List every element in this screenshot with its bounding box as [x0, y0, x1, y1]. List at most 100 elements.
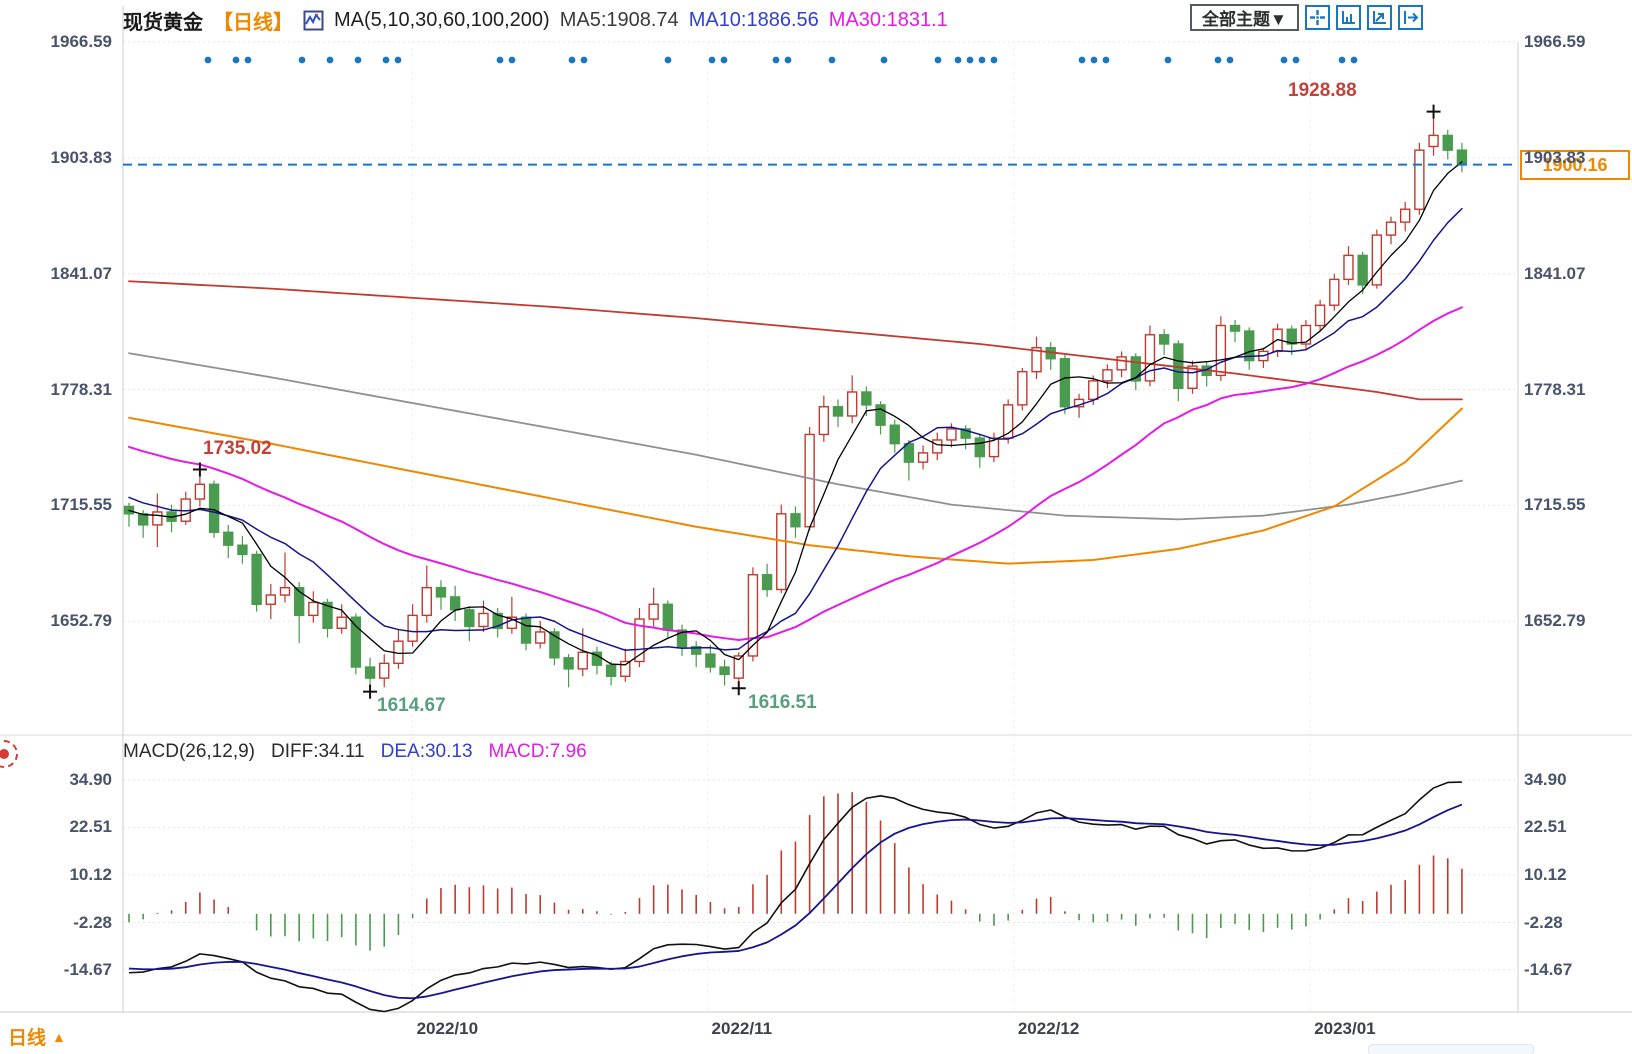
candle-body [974, 437, 985, 458]
candle-body [279, 586, 291, 596]
candle-body [407, 614, 418, 642]
candle-body [620, 660, 631, 677]
candle-body [1428, 134, 1439, 148]
ma-settings-label[interactable]: MA(5,10,30,60,100,200) [334, 9, 550, 31]
axis-bars-icon[interactable] [1335, 5, 1361, 30]
macd-params-label[interactable]: MACD(26,12,9) [123, 741, 255, 762]
event-dot [496, 56, 504, 64]
candle-body [889, 424, 900, 445]
macd-axis-label-right: -2.28 [1524, 912, 1563, 932]
time-axis-label: 2022/10 [416, 1019, 479, 1038]
candle-body [1314, 304, 1326, 327]
axis-arrow-icon[interactable] [1366, 5, 1392, 30]
candle-body [861, 391, 872, 406]
ma100-line [128, 352, 1463, 521]
macd-dea-value: DEA:30.13 [380, 741, 473, 762]
macd-diff-line [128, 781, 1462, 1013]
candle-body [350, 616, 362, 668]
candle-body [960, 428, 971, 439]
candle-body [1102, 369, 1113, 382]
event-dot [664, 56, 672, 64]
candle-body [492, 612, 503, 629]
candle-body [1343, 254, 1354, 281]
candle-body [832, 406, 844, 417]
candle-body [379, 662, 390, 679]
event-dot [880, 56, 888, 64]
macd-axis-label-left: -2.28 [73, 912, 112, 932]
event-dot [784, 56, 792, 64]
pan-right-icon[interactable] [1397, 5, 1423, 30]
timeline-scrollbar-thumb[interactable] [1368, 1044, 1534, 1054]
candle-body [818, 406, 830, 436]
event-dot [1164, 56, 1172, 64]
candle-body [875, 404, 886, 426]
candle-body [1399, 208, 1411, 223]
ma10-value-label: MA10:1886.56 [688, 9, 819, 31]
macd-dea-line [128, 803, 1463, 1000]
price-axis-label-left: 1715.55 [50, 495, 112, 515]
macd-axis-label-left: 22.51 [69, 817, 112, 837]
candle-body [605, 664, 617, 677]
candle-body [1017, 370, 1028, 406]
candle-body [1300, 324, 1312, 345]
period-selector[interactable]: 日线 ▲ [8, 1023, 66, 1050]
indicator-chart-icon[interactable] [303, 10, 324, 31]
price-axis-label-right: 1715.55 [1524, 495, 1586, 515]
candle-body [1414, 149, 1425, 210]
event-dot [1102, 56, 1110, 64]
ma200-line [128, 280, 1463, 401]
price-axis-label-right: 1652.79 [1524, 611, 1586, 631]
candle-body [1371, 234, 1383, 286]
event-dot [1350, 56, 1358, 64]
candle-body [293, 586, 305, 617]
candle-body [1357, 254, 1368, 286]
event-dot [204, 56, 212, 64]
candle-body [1187, 365, 1198, 389]
candle-body [265, 594, 276, 605]
ma5-line [128, 161, 1463, 666]
chart-toolbar: 全部主题▼ [1190, 4, 1423, 31]
macd-header: MACD(26,12,9) DIFF:34.11 DEA:30.13 MACD:… [123, 741, 587, 763]
event-dot [568, 56, 576, 64]
candle-body [364, 666, 376, 679]
candle-body [336, 616, 347, 629]
all-themes-dropdown[interactable]: 全部主题▼ [1190, 4, 1299, 31]
event-dot [966, 56, 974, 64]
candle-body [1286, 328, 1297, 345]
candle-body [648, 603, 659, 620]
candle-body [790, 513, 801, 528]
time-axis-label: 2022/11 [711, 1019, 773, 1038]
event-dot [1078, 56, 1086, 64]
candle-body [520, 616, 532, 644]
triangle-up-icon: ▲ [52, 1028, 66, 1045]
candle-body [251, 553, 262, 605]
macd-diff-value: DIFF:34.11 [271, 741, 365, 762]
price-axis-label-right: 1841.07 [1524, 263, 1586, 283]
candle-body [152, 511, 163, 526]
macd-axis-label-left: 34.90 [69, 769, 112, 789]
event-dot [1214, 56, 1222, 64]
move-crosshair-icon[interactable] [1304, 5, 1330, 30]
event-dot [708, 56, 716, 64]
candle-body [1059, 358, 1071, 408]
macd-axis-label-right: -14.67 [1524, 960, 1573, 980]
candle-body [1158, 334, 1170, 345]
price-axis-label-left: 1841.07 [50, 263, 112, 283]
price-annotation-jan-high: 1928.88 [1288, 80, 1357, 101]
symbol-name: 现货黄金 [123, 12, 203, 34]
candle-body [846, 391, 858, 417]
candle-body [903, 442, 915, 463]
event-dot [954, 56, 962, 64]
candle-body [705, 653, 716, 668]
event-dot [394, 56, 402, 64]
candle-body [733, 655, 744, 679]
candle-body [549, 631, 560, 659]
candle-body [563, 657, 574, 670]
event-dot [1292, 56, 1300, 64]
candle-body [691, 646, 702, 655]
ma60-line [128, 407, 1463, 565]
event-dot [772, 56, 780, 64]
price-annotation-early-high: 1735.02 [203, 438, 272, 459]
